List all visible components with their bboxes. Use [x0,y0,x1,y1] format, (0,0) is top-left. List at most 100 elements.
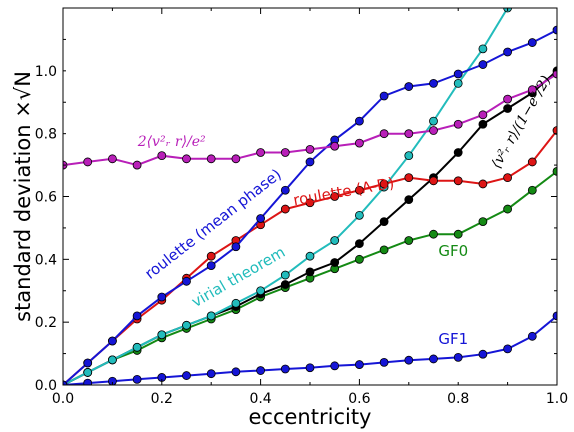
data-point [354,239,364,249]
data-point [503,47,513,57]
data-point [503,94,513,104]
data-point [330,141,340,151]
data-point [256,214,266,223]
data-point [379,245,389,255]
data-point [157,292,167,302]
data-point [354,185,364,195]
data-point [330,236,340,245]
data-point [404,82,414,91]
data-point [478,110,488,120]
data-point [354,360,364,369]
data-point [132,160,142,170]
annotation-label: 2⟨v²ᵣ r⟩/e² [137,134,206,150]
data-point [330,258,340,267]
series-5 [63,311,557,385]
x-tick-label: 0.0 [52,391,74,407]
data-point [552,126,557,135]
data-point [182,320,191,330]
data-point [231,367,241,377]
data-point [305,251,315,261]
data-point [404,129,414,139]
data-point [354,254,364,264]
y-tick-label: 0.2 [35,315,57,331]
annotation-label: ⟨v²ᵣ r⟩/(1−e²/2) [488,73,554,171]
data-point [206,369,216,379]
data-point [429,126,438,135]
data-point [206,154,216,164]
data-point [552,166,557,176]
data-point [503,204,513,214]
data-point [182,154,191,164]
data-point [429,354,438,364]
data-point [83,368,93,377]
data-point [552,69,557,79]
data-point [354,116,364,126]
data-point [429,229,438,239]
data-point [108,336,117,346]
y-axis-label: standard deviation ×√N [11,71,35,322]
data-point [379,129,389,139]
data-point [404,151,414,161]
data-point [256,148,266,157]
data-point [83,157,93,167]
data-point [453,229,463,239]
data-point [83,378,93,385]
series-6 [63,69,557,170]
data-point [453,148,463,157]
data-point [503,173,513,183]
data-point [404,173,414,183]
data-point [231,298,241,308]
y-tick-label: 0.8 [35,127,57,143]
data-point [280,364,290,374]
data-point [379,217,389,227]
x-tick-label: 1.0 [546,391,568,407]
data-point [478,60,488,69]
data-point [305,363,315,373]
data-point [330,361,340,371]
data-point [132,374,142,384]
data-point [527,85,537,95]
data-point [256,366,266,375]
x-tick-label: 0.8 [447,391,469,407]
data-point [527,38,537,47]
data-point [182,371,191,380]
x-tick-label: 0.2 [151,391,173,407]
data-point [231,154,241,164]
data-point [280,148,290,157]
data-point [305,198,315,208]
series-0 [63,25,557,385]
data-point [527,157,537,167]
series-line [63,8,509,385]
annotation-label: GF0 [438,242,468,260]
data-point [527,331,537,341]
data-point [206,311,216,321]
data-point [429,116,438,126]
data-point [305,267,315,277]
data-point [108,154,117,164]
ticks-layer: 0.0 0.2 0.4 0.6 0.8 1.0 0.0 0.2 0.4 0.6 0.8 1.0 [35,7,568,407]
data-point [404,355,414,365]
data-point [478,44,488,54]
data-point [552,311,557,321]
data-point [453,176,463,186]
data-point [157,151,167,161]
data-point [305,157,315,167]
y-tick-label: 0.0 [35,378,57,394]
data-point [429,79,438,88]
x-tick-label: 0.6 [348,391,370,407]
data-point [305,144,315,154]
series-line [63,29,557,385]
data-point [453,352,463,362]
y-tick-label: 0.6 [35,190,57,206]
data-point [354,138,364,148]
data-point [379,357,389,367]
data-point [379,179,389,189]
data-point [478,217,488,227]
data-point [429,176,438,186]
annotation-label: GF1 [438,330,468,348]
data-point [453,119,463,129]
data-point [182,276,191,286]
data-point [453,69,463,79]
annotation-layer: roulette (mean phase) roulette (A-D)viria… [137,73,555,348]
series-1 [63,126,557,385]
